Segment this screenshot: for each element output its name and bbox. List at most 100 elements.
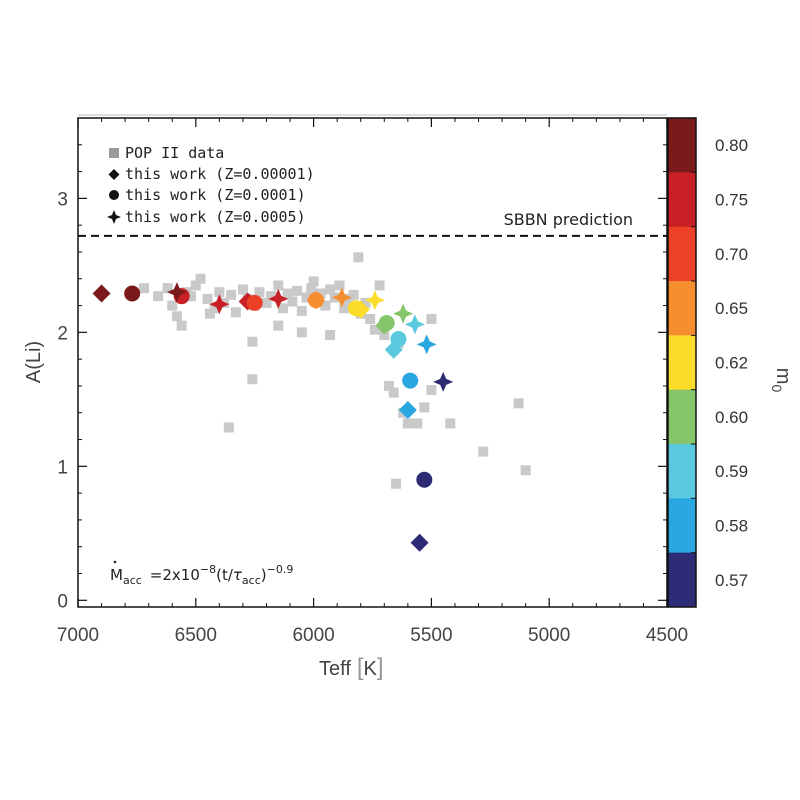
legend-marker-circle (109, 190, 119, 200)
legend-pop2-label: POP II data (125, 144, 224, 162)
pop2-data-point (426, 313, 437, 324)
pop2-data-point (195, 273, 206, 284)
pop2-data-point (320, 300, 331, 311)
model-point-z0001 (348, 300, 365, 317)
pop2-data-point (388, 387, 399, 398)
x-tick-label: 7000 (57, 625, 99, 646)
y-tick-label: 3 (57, 189, 68, 210)
colorbar-label: 0.59 (715, 462, 748, 481)
legend-z00001-label: this work (Z=0.00001) (125, 165, 315, 183)
model-point-z0001 (378, 314, 395, 331)
legend-marker-diamond (108, 169, 120, 180)
formula-tau-sub: acc (242, 574, 261, 587)
pop2-data-point (296, 327, 307, 338)
pop2-data-point (412, 418, 423, 429)
plot-area (77, 117, 668, 608)
x-axis-unit: K (364, 658, 378, 680)
x-tick-label: 6500 (175, 625, 217, 646)
colorbar-frame (667, 117, 697, 608)
plot-frame (77, 117, 668, 608)
model-point-z0001 (416, 471, 433, 488)
x-axis-title: Teff [K] (319, 654, 384, 681)
colorbar-swatch (668, 118, 696, 173)
y-tick-label: 2 (57, 323, 68, 344)
pop2-data-point (254, 287, 265, 298)
colorbar-swatch (668, 498, 696, 554)
colorbar-label: 0.75 (715, 191, 748, 210)
model-point-z0005 (209, 294, 230, 315)
pop2-data-point (339, 303, 350, 314)
pop2-data-point (520, 465, 531, 476)
x-tick-label: 5000 (528, 625, 570, 646)
model-point-z00001 (410, 533, 429, 552)
sbbn-prediction-label: SBBN prediction (504, 210, 633, 229)
pop2-data-point (167, 300, 178, 311)
colorbar-swatch (668, 281, 696, 336)
pop2-data-point (348, 289, 359, 300)
model-point-z0001 (307, 292, 324, 309)
pop2-data-point (273, 280, 284, 291)
accretion-formula: Macc =2x10−8(t/τacc)−0.9 (110, 560, 293, 587)
colorbar-label: 0.80 (715, 136, 748, 155)
pop2-data-point (478, 446, 489, 457)
colorbar-label: 0.62 (715, 354, 748, 373)
pop2-data-point (204, 308, 215, 319)
colorbar-label: 0.58 (715, 517, 748, 536)
pop2-data-point (513, 398, 524, 409)
colorbar (667, 117, 697, 608)
pop2-data-point (153, 291, 164, 302)
x-tick-label: 4500 (646, 625, 688, 646)
pop2-data-point (374, 280, 385, 291)
x-tick-label: 6000 (292, 625, 334, 646)
pop2-data-point (369, 324, 380, 335)
pop2-data-point (419, 402, 430, 413)
model-point-z0005 (364, 290, 385, 311)
model-point-z0001 (402, 372, 419, 389)
x-tick-label: 5500 (410, 625, 452, 646)
colorbar-labels: 0.80 0.75 0.70 0.65 0.62 0.60 0.59 0.58 0.57 (715, 136, 748, 590)
colorbar-label: 0.70 (715, 245, 748, 264)
colorbar-label: 0.60 (715, 408, 748, 427)
model-point-z00001 (398, 401, 417, 420)
pop2-data-point (296, 305, 307, 316)
pop2-data-point (383, 380, 394, 391)
colorbar-swatch (668, 226, 696, 282)
pop2-data-point (287, 296, 298, 307)
x-tick-labels: 7000 6500 6000 5500 5000 4500 (57, 625, 688, 646)
formula-exp1: −8 (200, 563, 216, 576)
pop2-data-point (214, 287, 225, 298)
pop2-data-point (353, 252, 364, 263)
pop2-data-point (445, 418, 456, 429)
pop2-data-point (266, 291, 277, 302)
pop2-data-point (186, 291, 197, 302)
colorbar-title-sub: 0 (769, 384, 785, 392)
model-series (92, 282, 454, 552)
colorbar-swatch (668, 552, 696, 608)
pop2-data-point (379, 330, 390, 341)
pop2-data-point (230, 307, 241, 318)
model-point-z0005 (331, 287, 352, 308)
axis-ticks (77, 118, 668, 607)
accretion-formula-text: Macc =2x10−8(t/τacc)−0.9 (110, 563, 293, 587)
colorbar-swatch (668, 172, 696, 228)
model-point-z0001 (390, 331, 407, 348)
formula-tau: τ (233, 566, 243, 584)
x-axis-title-text: Teff (319, 658, 351, 680)
pop2-data-point (237, 284, 248, 295)
pop2-data-point (247, 374, 258, 385)
pop2-data-point (308, 276, 319, 287)
pop2-data-series (138, 252, 531, 489)
y-tick-label: 1 (57, 457, 68, 478)
pop2-data-point (202, 293, 213, 304)
model-point-z0005 (416, 334, 437, 355)
pop2-data-point (292, 285, 303, 296)
pop2-data-point (325, 330, 336, 341)
formula-close: ) (261, 566, 267, 584)
pop2-data-point (306, 283, 317, 294)
pop2-data-point (190, 280, 201, 291)
model-point-z0005 (433, 371, 454, 392)
y-tick-labels: 0 1 2 3 (57, 189, 68, 612)
colorbar-title: m0 (769, 368, 794, 393)
model-point-z0005 (404, 314, 425, 335)
